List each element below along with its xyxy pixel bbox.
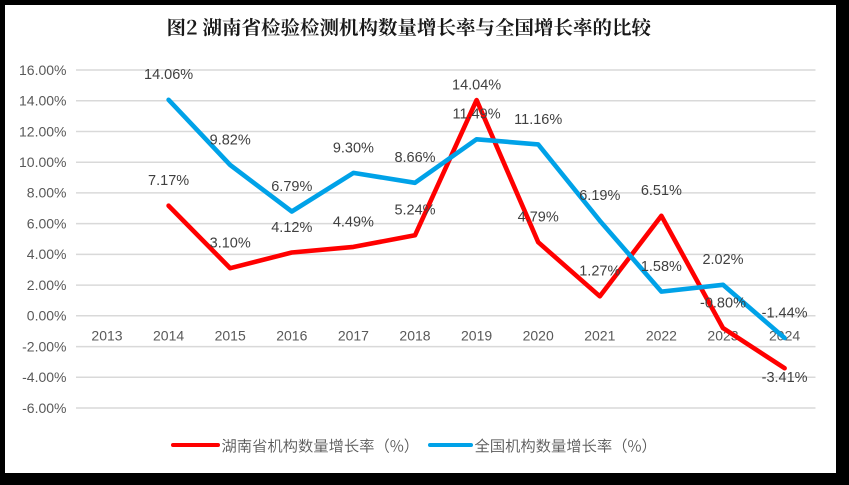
svg-text:4.12%: 4.12% <box>271 220 312 236</box>
svg-text:6.79%: 6.79% <box>271 179 312 195</box>
svg-text:14.00%: 14.00% <box>19 93 66 109</box>
svg-text:-3.41%: -3.41% <box>762 370 808 386</box>
svg-text:10.00%: 10.00% <box>19 154 66 170</box>
svg-text:12.00%: 12.00% <box>19 123 66 139</box>
svg-text:2016: 2016 <box>276 328 307 344</box>
svg-text:2014: 2014 <box>153 328 184 344</box>
svg-text:4.49%: 4.49% <box>333 214 374 230</box>
svg-text:6.51%: 6.51% <box>641 183 682 199</box>
svg-text:2018: 2018 <box>399 328 430 344</box>
svg-text:2.02%: 2.02% <box>702 252 743 268</box>
svg-text:2013: 2013 <box>91 328 122 344</box>
svg-text:0.00%: 0.00% <box>27 308 67 324</box>
svg-text:11.16%: 11.16% <box>514 112 562 128</box>
svg-text:-4.00%: -4.00% <box>22 369 66 385</box>
svg-text:2.00%: 2.00% <box>27 277 67 293</box>
svg-text:2019: 2019 <box>461 328 492 344</box>
svg-text:-1.44%: -1.44% <box>762 305 808 321</box>
svg-text:14.06%: 14.06% <box>144 67 193 83</box>
svg-text:8.00%: 8.00% <box>27 185 67 201</box>
svg-text:11.49%: 11.49% <box>453 107 501 123</box>
svg-text:9.30%: 9.30% <box>333 140 374 156</box>
svg-text:8.66%: 8.66% <box>394 150 435 166</box>
svg-text:16.00%: 16.00% <box>19 62 66 78</box>
svg-text:6.19%: 6.19% <box>579 188 620 204</box>
svg-text:6.00%: 6.00% <box>27 215 67 231</box>
svg-text:9.82%: 9.82% <box>210 132 251 148</box>
svg-text:3.10%: 3.10% <box>210 236 251 252</box>
svg-text:2022: 2022 <box>646 328 677 344</box>
svg-text:1.27%: 1.27% <box>579 264 620 280</box>
svg-text:7.17%: 7.17% <box>148 173 189 189</box>
svg-text:14.04%: 14.04% <box>452 77 501 93</box>
svg-text:2020: 2020 <box>523 328 554 344</box>
svg-text:2021: 2021 <box>584 328 615 344</box>
svg-text:-0.80%: -0.80% <box>700 296 746 312</box>
svg-text:-6.00%: -6.00% <box>22 400 66 416</box>
svg-text:2017: 2017 <box>338 328 369 344</box>
svg-text:4.79%: 4.79% <box>518 210 559 226</box>
svg-text:5.24%: 5.24% <box>394 203 435 219</box>
svg-text:2015: 2015 <box>215 328 246 344</box>
svg-text:1.58%: 1.58% <box>641 259 682 275</box>
svg-text:4.00%: 4.00% <box>27 246 67 262</box>
svg-text:-2.00%: -2.00% <box>22 338 66 354</box>
